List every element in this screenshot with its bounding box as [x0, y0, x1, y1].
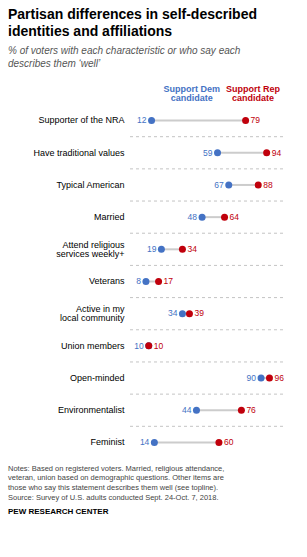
svg-text:76: 76 — [246, 405, 256, 415]
svg-text:88: 88 — [263, 179, 273, 189]
svg-text:12: 12 — [137, 115, 147, 125]
svg-text:48: 48 — [188, 211, 198, 221]
svg-text:Attend religiousservices weekl: Attend religiousservices weekly+ — [56, 239, 125, 258]
svg-text:19: 19 — [147, 244, 157, 254]
svg-text:10: 10 — [154, 340, 164, 350]
svg-text:79: 79 — [251, 115, 261, 125]
svg-text:14: 14 — [140, 437, 150, 447]
svg-text:17: 17 — [164, 276, 174, 286]
svg-text:Supporter of the NRA: Supporter of the NRA — [38, 115, 124, 125]
html-text:Partisan differences in self-d: Partisan differences in self-described i… — [8, 6, 257, 39]
svg-text:10: 10 — [134, 340, 144, 350]
svg-text:Union members: Union members — [61, 340, 125, 350]
svg-text:Married: Married — [94, 212, 125, 222]
svg-text:94: 94 — [272, 147, 282, 157]
svg-text:59: 59 — [203, 147, 213, 157]
svg-text:Environmentalist: Environmentalist — [58, 405, 125, 415]
svg-text:39: 39 — [194, 308, 204, 318]
svg-text:64: 64 — [230, 211, 240, 221]
svg-text:67: 67 — [214, 179, 224, 189]
svg-text:60: 60 — [224, 437, 234, 447]
svg-text:Veterans: Veterans — [89, 276, 125, 286]
svg-text:8: 8 — [136, 276, 141, 286]
svg-text:Feminist: Feminist — [90, 437, 125, 447]
svg-text:Open-minded: Open-minded — [70, 373, 125, 383]
html-text:PEW RESEARCH CENTER: PEW RESEARCH CENTER — [8, 506, 109, 516]
svg-text:Typical American: Typical American — [56, 179, 124, 189]
svg-text:90: 90 — [247, 372, 257, 382]
svg-text:96: 96 — [274, 372, 284, 382]
svg-text:Active in mylocal community: Active in mylocal community — [60, 304, 125, 323]
svg-text:Support Repcandidate: Support Repcandidate — [226, 83, 280, 102]
svg-text:Support Demcandidate: Support Demcandidate — [163, 83, 220, 102]
svg-text:Have traditional values: Have traditional values — [33, 147, 125, 157]
html-text:Notes: Based on registered vot: Notes: Based on registered voters. Marri… — [8, 463, 225, 502]
svg-text:44: 44 — [182, 405, 192, 415]
svg-text:34: 34 — [187, 244, 197, 254]
svg-text:34: 34 — [168, 308, 178, 318]
html-text:% of voters with each characte: % of voters with each characteristic or … — [8, 44, 241, 69]
